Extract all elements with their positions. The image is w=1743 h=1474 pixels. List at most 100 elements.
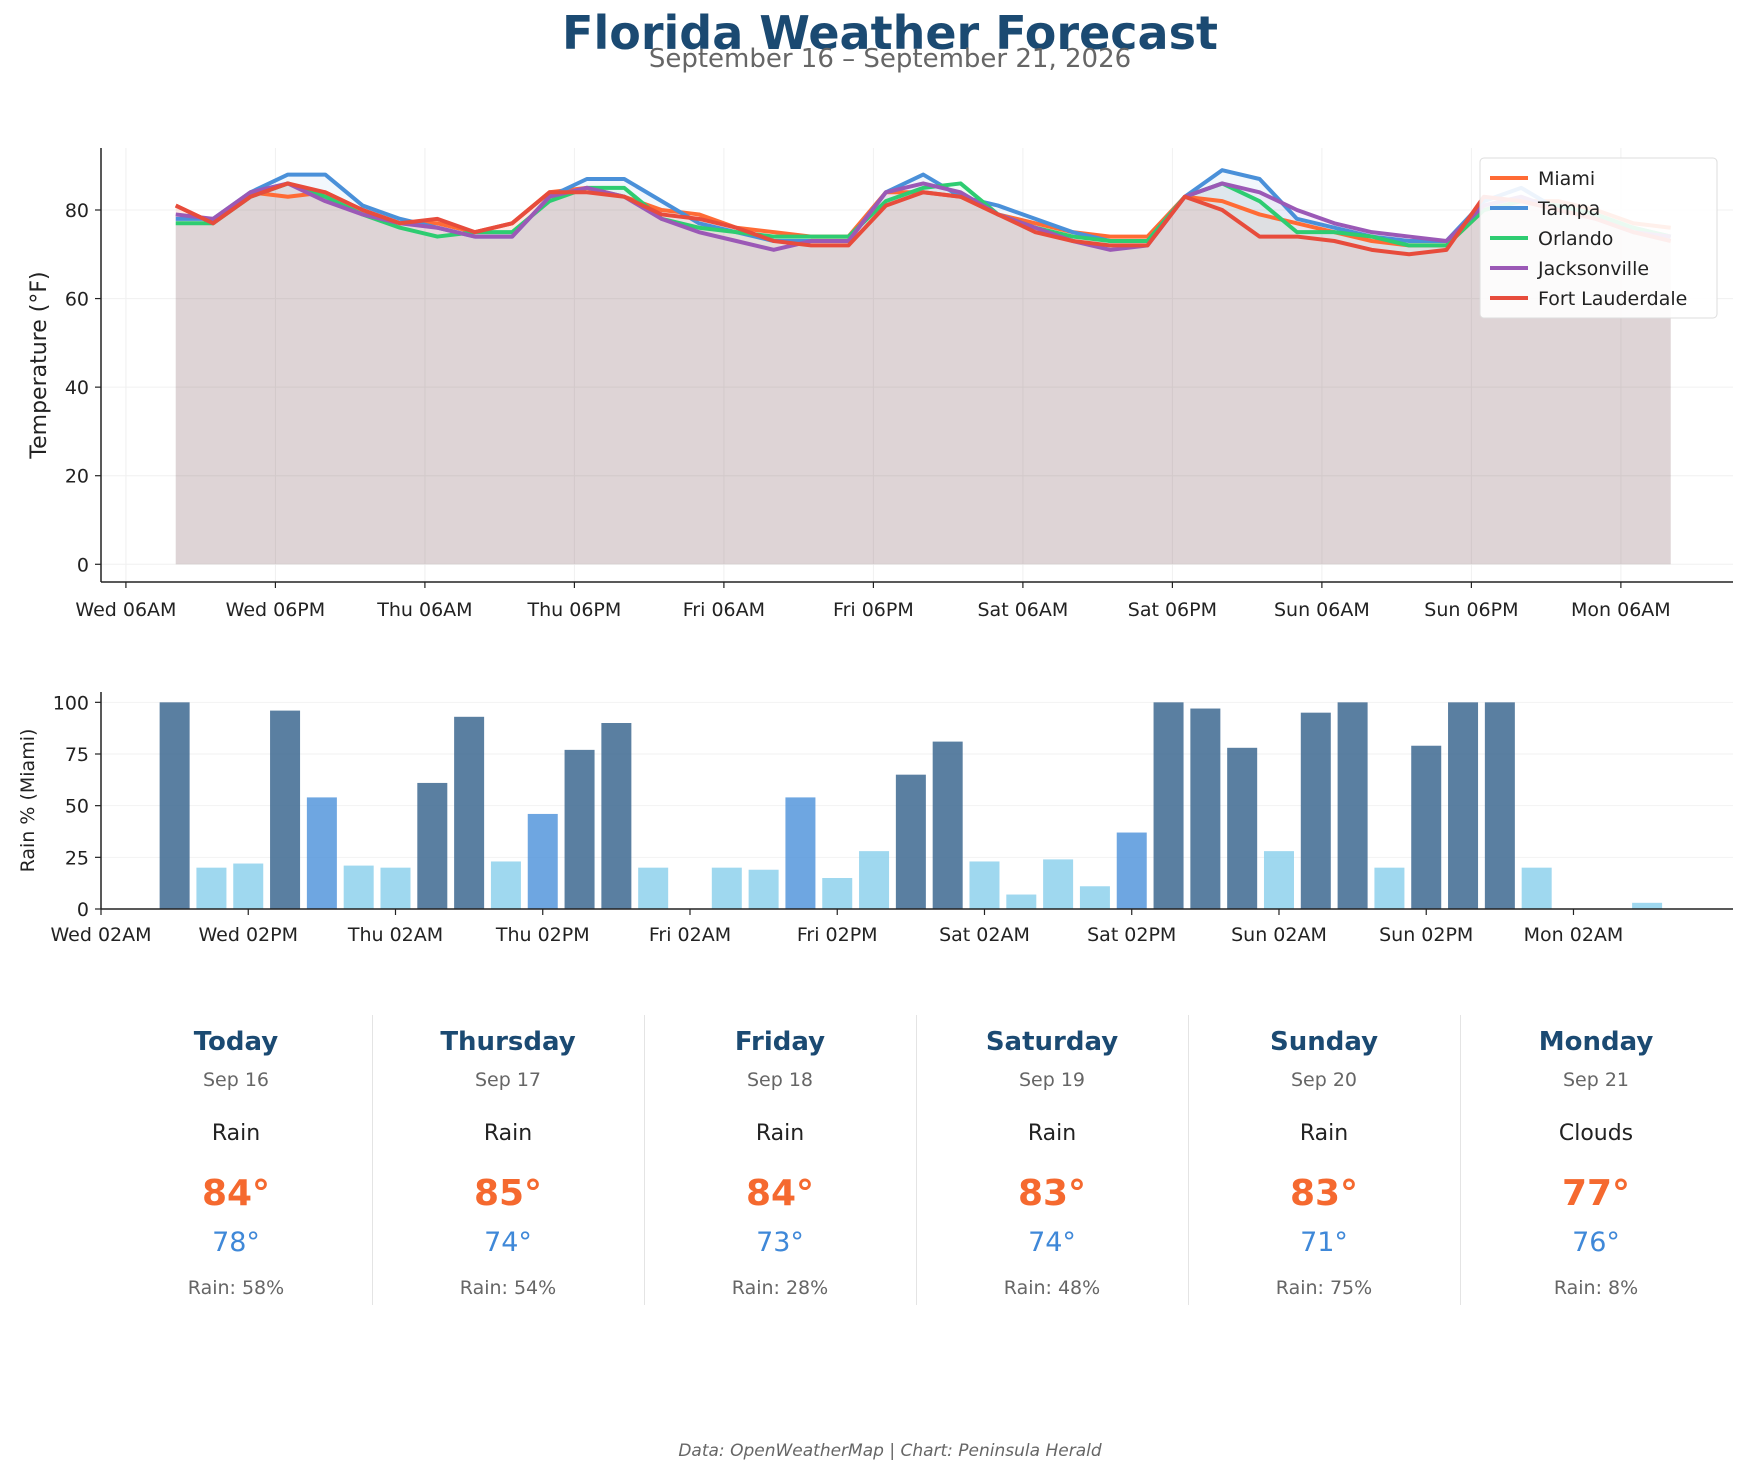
y-tick-label: 100 xyxy=(53,692,89,714)
day-card-5: Monday Sep 21 Clouds 77° 76° Rain: 8% xyxy=(1460,1015,1732,1305)
rain-bar xyxy=(1521,867,1552,909)
rain-bar xyxy=(564,749,595,909)
rain-bar xyxy=(306,797,337,909)
x-tick-label: Sun 02PM xyxy=(1379,924,1473,946)
x-tick-label: Wed 06PM xyxy=(226,599,326,621)
day-low-temp: 78° xyxy=(212,1227,260,1258)
rain-bar xyxy=(932,741,963,909)
rain-bar xyxy=(638,867,669,909)
x-tick-label: Fri 06AM xyxy=(683,599,765,621)
card-divider xyxy=(1460,1015,1461,1305)
legend-label: Miami xyxy=(1538,168,1595,190)
y-axis-label: Rain % (Miami) xyxy=(17,729,39,873)
legend-box xyxy=(1479,157,1718,319)
x-tick-label: Mon 06AM xyxy=(1571,599,1671,621)
y-axis-label: Temperature (°F) xyxy=(27,271,52,459)
area-tampa xyxy=(175,170,1671,565)
x-tick-label: Thu 02PM xyxy=(495,924,590,946)
day-high-temp: 83° xyxy=(1017,1173,1087,1214)
day-rain-chance: Rain: 28% xyxy=(731,1277,829,1299)
day-condition: Rain xyxy=(483,1121,533,1146)
day-name: Monday xyxy=(1538,1027,1654,1057)
chart-credit: Data: OpenWeatherMap | Chart: Peninsula … xyxy=(678,1441,1102,1461)
series-line-orlando xyxy=(175,181,1672,248)
card-divider xyxy=(372,1015,373,1305)
legend-label: Tampa xyxy=(1537,198,1600,220)
area-orlando xyxy=(175,183,1671,565)
rain-bar xyxy=(159,702,190,909)
x-tick-label: Thu 06AM xyxy=(376,599,472,621)
x-tick-label: Sun 06AM xyxy=(1274,599,1370,621)
y-tick-label: 75 xyxy=(65,744,89,766)
y-tick-label: 40 xyxy=(65,377,89,399)
rain-bar xyxy=(1632,902,1663,909)
rain-bar xyxy=(601,723,632,909)
x-tick-label: Mon 02AM xyxy=(1524,924,1624,946)
day-high-temp: 85° xyxy=(473,1173,543,1214)
rain-bar xyxy=(822,878,853,909)
rain-bar xyxy=(233,863,264,909)
area-miami xyxy=(175,187,1671,565)
day-low-temp: 74° xyxy=(484,1227,532,1258)
x-tick-label: Sat 06AM xyxy=(978,599,1069,621)
rain-bar xyxy=(270,710,301,909)
y-tick-label: 0 xyxy=(77,554,89,576)
day-name: Sunday xyxy=(1269,1027,1379,1057)
day-rain-chance: Rain: 48% xyxy=(1003,1277,1101,1299)
rain-bar xyxy=(1006,894,1037,909)
rain-bar xyxy=(1374,867,1405,909)
x-tick-label: Thu 06PM xyxy=(527,599,622,621)
day-card-0: Today Sep 16 Rain 84° 78° Rain: 58% xyxy=(100,1015,372,1305)
day-rain-chance: Rain: 75% xyxy=(1275,1277,1373,1299)
area-fort-lauderdale xyxy=(175,183,1671,565)
day-card-1: Thursday Sep 17 Rain 85° 74° Rain: 54% xyxy=(372,1015,644,1305)
x-tick-label: Sat 02PM xyxy=(1087,924,1176,946)
series-line-jacksonville xyxy=(175,181,1671,252)
day-high-temp: 84° xyxy=(201,1173,271,1214)
day-card-2: Friday Sep 18 Rain 84° 73° Rain: 28% xyxy=(644,1015,916,1305)
rain-bar xyxy=(1300,712,1331,909)
day-name: Today xyxy=(193,1027,279,1057)
day-high-temp: 77° xyxy=(1561,1173,1631,1214)
legend-label: Orlando xyxy=(1538,228,1613,250)
x-tick-label: Wed 02PM xyxy=(198,924,298,946)
rain-chart: 0 25 50 75 100 Wed 02AM Wed 02PM Thu 02AM Thu 02… xyxy=(17,692,1733,946)
day-low-temp: 74° xyxy=(1028,1227,1076,1258)
day-condition: Rain xyxy=(1027,1121,1077,1146)
day-rain-chance: Rain: 54% xyxy=(459,1277,557,1299)
rain-bar xyxy=(1484,702,1515,909)
x-tick-label: Fri 02PM xyxy=(797,924,878,946)
daily-forecast-cards: Today Sep 16 Rain 84° 78° Rain: 58% Thur… xyxy=(100,1015,1732,1305)
day-low-temp: 73° xyxy=(756,1227,804,1258)
x-tick-label: Wed 06AM xyxy=(75,599,176,621)
x-tick-label: Sun 02AM xyxy=(1231,924,1327,946)
rain-bar xyxy=(1043,859,1074,909)
rain-bar xyxy=(1337,702,1368,909)
y-tick-label: 20 xyxy=(65,466,89,488)
chart-title: Florida Weather Forecast xyxy=(562,6,1218,60)
rain-bar xyxy=(1153,702,1184,909)
x-tick-label: Sat 06PM xyxy=(1128,599,1217,621)
rain-bar xyxy=(343,865,374,909)
day-card-3: Saturday Sep 19 Rain 83° 74° Rain: 48% xyxy=(916,1015,1188,1305)
rain-bar xyxy=(490,861,521,909)
y-tick-label: 0 xyxy=(77,899,89,921)
day-date: Sep 21 xyxy=(1562,1069,1630,1091)
series-line-fort-lauderdale xyxy=(174,181,1672,257)
legend-label: Fort Lauderdale xyxy=(1538,288,1687,310)
day-date: Sep 18 xyxy=(746,1069,814,1091)
rain-bar xyxy=(1411,745,1442,909)
rain-bar xyxy=(1227,747,1258,909)
x-tick-label: Sat 02AM xyxy=(939,924,1030,946)
day-condition: Rain xyxy=(755,1121,805,1146)
day-high-temp: 84° xyxy=(745,1173,815,1214)
day-date: Sep 17 xyxy=(474,1069,542,1091)
rain-bar xyxy=(1079,886,1110,909)
day-low-temp: 76° xyxy=(1572,1227,1620,1258)
rain-bar xyxy=(859,851,890,909)
x-tick-label: Fri 06PM xyxy=(833,599,914,621)
rain-bar xyxy=(454,716,485,909)
day-date: Sep 19 xyxy=(1018,1069,1086,1091)
day-name: Saturday xyxy=(985,1027,1119,1057)
day-high-temp: 83° xyxy=(1289,1173,1359,1214)
